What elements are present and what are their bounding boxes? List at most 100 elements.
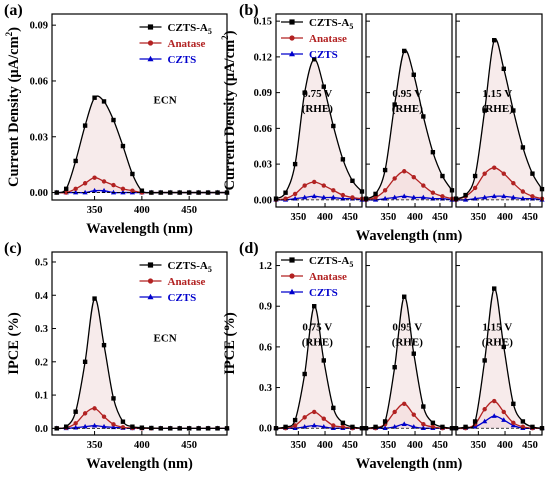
- marker-square: [283, 190, 288, 195]
- y-axis-label-part: 2: [220, 35, 230, 40]
- marker-square: [82, 359, 88, 364]
- y-tick-label: 0.2: [35, 357, 48, 368]
- legend-label: Anatase: [309, 33, 347, 45]
- marker-circle: [402, 401, 407, 407]
- plot-frame: [455, 13, 543, 208]
- x-axis-label: Wavelength (nm): [356, 228, 463, 244]
- x-tick-label: 350: [290, 212, 306, 223]
- y-axis-label-part: ): [6, 27, 22, 32]
- y-tick-label: 0.03: [254, 160, 272, 171]
- marker-square: [492, 286, 497, 291]
- marker-square: [92, 95, 97, 100]
- marker-square: [158, 190, 163, 195]
- marker-circle: [421, 421, 426, 427]
- x-tick-label: 400: [497, 212, 513, 223]
- marker-square: [111, 117, 116, 123]
- series-line: [276, 305, 362, 429]
- marker-triangle: [420, 194, 426, 200]
- marker-circle: [421, 183, 426, 188]
- marker-square: [472, 173, 478, 179]
- marker-square: [340, 420, 346, 425]
- panel-c: 0.0 0.1 0.2 0.3 0.4 0.5 350 400 450 (c) Wavelength…: [4, 240, 230, 472]
- subpanel-3: 350 400 450 1.15 V (RHE): [453, 13, 545, 223]
- marker-circle: [289, 35, 295, 41]
- marker-circle: [130, 188, 135, 193]
- subpanel-1: 350 400 450 0.75 V (RHE): [273, 251, 365, 451]
- y-axis-label: Current Density (µA/cm2): [4, 27, 22, 187]
- legend-subscript: 5: [349, 22, 353, 31]
- marker-triangle: [401, 421, 407, 426]
- marker-circle: [82, 181, 88, 186]
- marker-circle: [530, 194, 535, 199]
- marker-triangle: [510, 194, 516, 200]
- panel-label: (b): [239, 2, 259, 19]
- marker-triangle: [289, 50, 295, 57]
- x-tick-label: 450: [342, 440, 358, 451]
- marker-square: [147, 24, 154, 30]
- marker-square: [501, 344, 506, 350]
- marker-triangle: [411, 194, 417, 200]
- marker-circle: [101, 179, 107, 184]
- marker-triangle: [311, 193, 317, 199]
- marker-circle: [321, 183, 326, 188]
- x-tick-label: 450: [432, 212, 448, 223]
- marker-square: [530, 171, 535, 176]
- marker-circle: [120, 425, 126, 430]
- marker-square: [472, 419, 478, 424]
- marker-circle: [511, 180, 516, 186]
- marker-triangle: [91, 422, 98, 428]
- panel-b: 350 400 450 0.75 V (RHE) 350 400 450 0.95 V (RHE)…: [220, 2, 545, 244]
- marker-circle: [292, 191, 298, 197]
- series-line: [366, 170, 452, 201]
- marker-square: [511, 401, 516, 407]
- marker-circle: [331, 423, 336, 428]
- marker-square: [382, 167, 388, 173]
- marker-triangle: [482, 194, 488, 200]
- subpanel-1: 350 400 450 0.75 V (RHE): [273, 13, 365, 223]
- marker-square: [331, 123, 336, 129]
- series-line: [276, 58, 362, 200]
- marker-square: [292, 161, 298, 167]
- legend-text: Anatase: [168, 38, 206, 50]
- series-line: [366, 296, 452, 429]
- marker-triangle: [82, 189, 88, 195]
- legend-text: CZTS: [168, 54, 197, 66]
- x-tick-label: 450: [522, 440, 538, 451]
- x-axis-label: Wavelength (nm): [356, 456, 463, 472]
- marker-triangle: [330, 425, 336, 431]
- x-axis-label: Wavelength (nm): [86, 221, 193, 237]
- x-tick-label: 350: [380, 212, 396, 223]
- marker-square: [321, 84, 326, 89]
- y-tick-label: 0.00: [30, 188, 48, 199]
- marker-triangle: [491, 193, 497, 199]
- marker-square: [321, 358, 326, 363]
- marker-square: [373, 424, 378, 430]
- panel-d: 350 400 450 0.75 V (RHE) 350 400 450 0.95 V (RHE)…: [222, 240, 545, 472]
- marker-circle: [511, 420, 516, 425]
- marker-circle: [373, 195, 378, 200]
- y-tick-label: 0.03: [30, 132, 48, 143]
- marker-triangle: [382, 195, 388, 201]
- y-tick-label: 0.15: [254, 17, 272, 28]
- marker-circle: [440, 194, 445, 199]
- marker-circle: [430, 190, 436, 195]
- marker-circle: [321, 416, 326, 421]
- marker-triangle: [520, 195, 526, 201]
- y-tick-label: 1.2: [259, 261, 272, 272]
- marker-triangle: [302, 424, 308, 429]
- marker-square: [520, 145, 526, 150]
- x-tick-label: 450: [181, 440, 197, 451]
- marker-circle: [289, 273, 295, 279]
- marker-triangle: [302, 194, 308, 200]
- panel-label: (c): [4, 240, 22, 257]
- y-axis-label-part: ): [222, 30, 238, 35]
- marker-triangle: [292, 195, 298, 201]
- marker-square: [421, 114, 426, 119]
- y-tick-label: 0.06: [30, 76, 48, 87]
- legend-text: Anatase: [168, 276, 206, 288]
- marker-triangle: [321, 424, 327, 429]
- y-tick-label: 0.3: [259, 383, 272, 394]
- y-tick-label: 0.0: [259, 424, 272, 435]
- y-axis-label-part: Current Density (µA/cm: [222, 40, 238, 191]
